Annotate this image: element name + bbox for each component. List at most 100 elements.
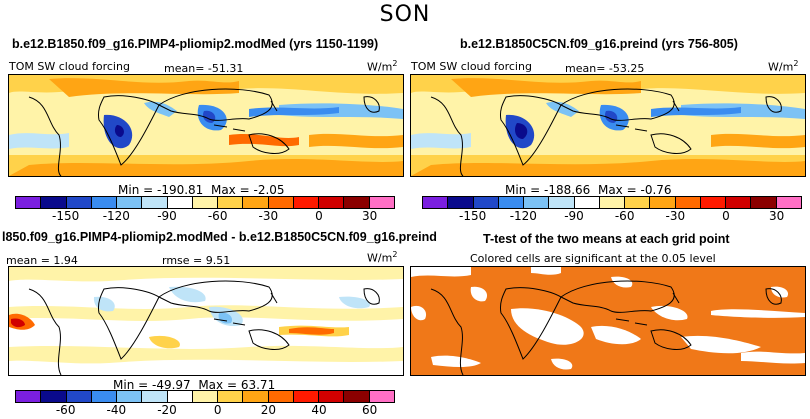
colorbar-cell (16, 197, 42, 208)
colorbar-cell (344, 391, 370, 402)
map-model (8, 74, 404, 177)
colorbar-tick-label: -30 (258, 209, 279, 223)
colorbar-cell (675, 197, 701, 208)
colorbar-cell (369, 197, 394, 208)
colorbar-cell (423, 197, 449, 208)
colorbar-tick-label: 0 (722, 209, 730, 223)
colorbar-tick-label: 0 (315, 209, 323, 223)
colorbar-cell (625, 197, 651, 208)
panel-title-model: b.e12.B1850.f09_g16.PIMP4-pliomip2.modMe… (12, 37, 379, 51)
colorbar-tick-label: 20 (260, 403, 276, 417)
figure-title: SON (379, 2, 431, 27)
colorbar-cell (117, 197, 143, 208)
colorbar-tick-label: 60 (362, 403, 378, 417)
colorbar-cell (574, 197, 600, 208)
minmax-readout: Min = -188.66 Max = -0.76 (505, 183, 672, 197)
colorbar-cell (117, 391, 143, 402)
colorbar-cell (41, 391, 67, 402)
colorbar-tick-label: 30 (769, 209, 785, 223)
colorbar-tick-label: 0 (213, 403, 222, 417)
colorbar-cell (293, 391, 320, 402)
colorbar-cell (167, 197, 193, 208)
colorbar-cell (700, 197, 727, 208)
map-difference-field (9, 267, 403, 375)
colorbar-difference: -60 -40 -20 0 20 40 60 (15, 390, 395, 417)
ttest-subtitle: Colored cells are significant at the 0.0… (470, 252, 716, 265)
colorbar-tick-label: -20 (157, 403, 177, 417)
colorbar-tick-label: -90 (157, 209, 177, 223)
colorbar-ticks: -60 -40 -20 0 20 40 60 (15, 403, 395, 417)
colorbar-cell (268, 197, 294, 208)
colorbar-cell (91, 197, 118, 208)
map-ttest (410, 266, 806, 376)
colorbar-tick-label: -120 (102, 209, 130, 223)
colorbar-tick-label: -60 (207, 209, 228, 223)
colorbar-control: -150 -120 -90 -60 -30 0 30 (422, 196, 802, 223)
colorbar-cell (16, 391, 42, 402)
colorbar-cell (243, 197, 269, 208)
colorbar-tick-label: -150 (459, 209, 487, 223)
minmax-readout: Min = -190.81 Max = -2.05 (118, 183, 285, 197)
map-control (410, 74, 806, 177)
colorbar-tick-label: -120 (509, 209, 537, 223)
colorbar-cell (344, 197, 370, 208)
colorbar-cell (66, 197, 92, 208)
colorbar-tick-label: -150 (52, 209, 80, 223)
colorbar-tick-label: 30 (362, 209, 378, 223)
mean-readout: mean= -53.25 (565, 62, 645, 75)
colorbar-cell (293, 197, 320, 208)
colorbar-cell (319, 197, 345, 208)
colorbar-tick-label: -60 (55, 403, 76, 417)
colorbar-cell (41, 197, 67, 208)
map-control-field (411, 75, 805, 176)
colorbar-cell (726, 197, 752, 208)
colorbar-tick-label: -90 (564, 209, 584, 223)
mean-readout: mean = 1.94 (6, 254, 78, 267)
colorbar-cell (218, 197, 244, 208)
panel-title-control: b.e12.B1850C5CN.f09_g16.preind (yrs 756-… (460, 37, 738, 51)
minmax-readout: Min = -49.97 Max = 63.71 (113, 378, 276, 392)
colorbar-cell (142, 197, 168, 208)
variable-label: TOM SW cloud forcing (411, 60, 532, 73)
panel-title-ttest: T-test of the two means at each grid poi… (483, 232, 730, 246)
colorbar-cell (66, 391, 92, 402)
colorbar-cell (650, 197, 676, 208)
map-difference (8, 266, 404, 376)
colorbar-ticks: -150 -120 -90 -60 -30 0 30 (422, 209, 802, 223)
colorbar-cell (751, 197, 777, 208)
colorbar-cell (218, 391, 244, 402)
colorbar-cell (91, 391, 118, 402)
colorbar-cell (243, 391, 269, 402)
panel-title-difference: l850.f09_g16.PIMP4-pliomip2.modMed - b.e… (2, 230, 437, 244)
colorbar-cell (319, 391, 345, 402)
colorbar-cell (192, 391, 219, 402)
units-label: W/m2 (768, 59, 799, 74)
colorbar-cells (422, 196, 802, 209)
units-label: W/m2 (367, 250, 398, 265)
colorbar-tick-label: -60 (614, 209, 635, 223)
colorbar-cell (268, 391, 294, 402)
colorbar-ticks: -150 -120 -90 -60 -30 0 30 (15, 209, 395, 223)
colorbar-tick-label: -40 (106, 403, 127, 417)
colorbar-cell (369, 391, 394, 402)
units-label: W/m2 (367, 59, 398, 74)
colorbar-cell (448, 197, 474, 208)
colorbar-cell (776, 197, 801, 208)
colorbar-cell (192, 197, 219, 208)
colorbar-cell (167, 391, 193, 402)
colorbar-tick-label: 40 (311, 403, 327, 417)
colorbar-cells (15, 390, 395, 403)
colorbar-cell (599, 197, 626, 208)
mean-readout: mean= -51.31 (164, 62, 244, 75)
colorbar-model: -150 -120 -90 -60 -30 0 30 (15, 196, 395, 223)
colorbar-cell (524, 197, 550, 208)
variable-label: TOM SW cloud forcing (9, 60, 130, 73)
colorbar-tick-label: -30 (665, 209, 686, 223)
colorbar-cells (15, 196, 395, 209)
rmse-readout: rmse = 9.51 (162, 254, 231, 267)
colorbar-cell (473, 197, 499, 208)
map-ttest-field (411, 267, 805, 375)
colorbar-cell (549, 197, 575, 208)
colorbar-cell (498, 197, 525, 208)
map-model-field (9, 75, 403, 176)
